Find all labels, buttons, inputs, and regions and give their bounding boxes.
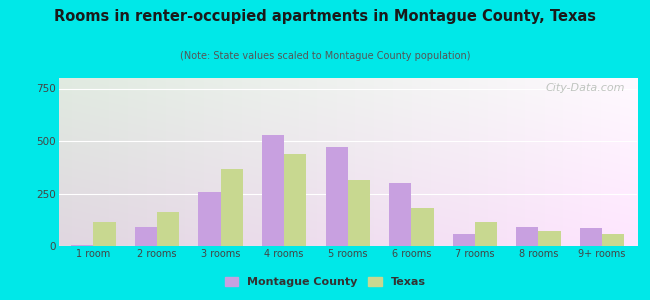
Bar xyxy=(198,193,220,246)
Bar xyxy=(389,183,411,246)
Bar xyxy=(516,227,538,246)
Text: Rooms in renter-occupied apartments in Montague County, Texas: Rooms in renter-occupied apartments in M… xyxy=(54,9,596,24)
Bar xyxy=(348,180,370,246)
Bar xyxy=(452,235,475,246)
Bar xyxy=(72,245,94,246)
Bar xyxy=(262,135,284,246)
Bar xyxy=(94,222,116,246)
Legend: Montague County, Texas: Montague County, Texas xyxy=(220,272,430,291)
Bar xyxy=(411,208,434,246)
Bar xyxy=(580,228,602,246)
Text: City-Data.com: City-Data.com xyxy=(546,83,625,93)
Bar xyxy=(284,154,306,246)
Bar xyxy=(538,231,561,246)
Bar xyxy=(157,212,179,246)
Bar xyxy=(326,147,348,246)
Bar xyxy=(602,235,624,246)
Bar xyxy=(475,222,497,246)
Bar xyxy=(135,227,157,246)
Text: (Note: State values scaled to Montague County population): (Note: State values scaled to Montague C… xyxy=(180,51,470,61)
Bar xyxy=(220,169,243,246)
